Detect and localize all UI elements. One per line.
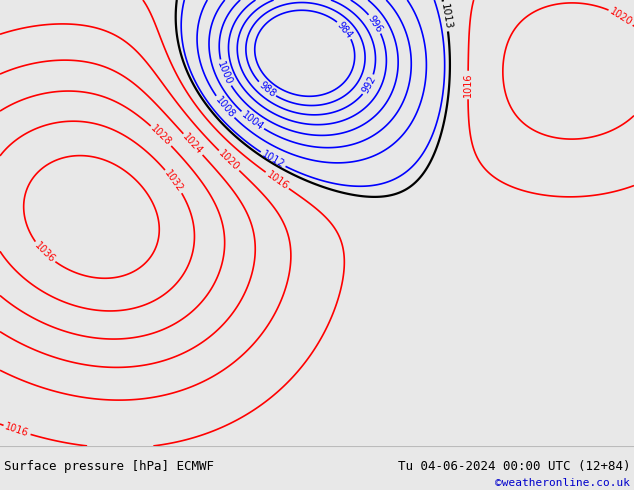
Text: ©weatheronline.co.uk: ©weatheronline.co.uk	[495, 478, 630, 488]
Text: 1024: 1024	[181, 132, 205, 157]
Text: 984: 984	[335, 20, 354, 40]
Text: 988: 988	[257, 80, 277, 99]
Text: 992: 992	[360, 74, 378, 96]
Text: 1032: 1032	[162, 169, 185, 194]
Text: 1012: 1012	[260, 149, 286, 170]
Text: 996: 996	[366, 13, 384, 34]
Text: 1008: 1008	[213, 95, 236, 120]
Text: 1016: 1016	[264, 170, 290, 192]
Text: 1000: 1000	[216, 60, 234, 86]
Text: Tu 04-06-2024 00:00 UTC (12+84): Tu 04-06-2024 00:00 UTC (12+84)	[398, 460, 630, 473]
Text: 1028: 1028	[149, 123, 174, 148]
Text: Surface pressure [hPa] ECMWF: Surface pressure [hPa] ECMWF	[4, 460, 214, 473]
Text: 1020: 1020	[608, 6, 634, 27]
Text: 1013: 1013	[439, 2, 453, 30]
Text: 1036: 1036	[32, 240, 56, 265]
Text: 1004: 1004	[240, 109, 265, 132]
Text: 1016: 1016	[4, 421, 30, 439]
Text: 1016: 1016	[463, 73, 473, 98]
Text: 1020: 1020	[217, 148, 242, 173]
